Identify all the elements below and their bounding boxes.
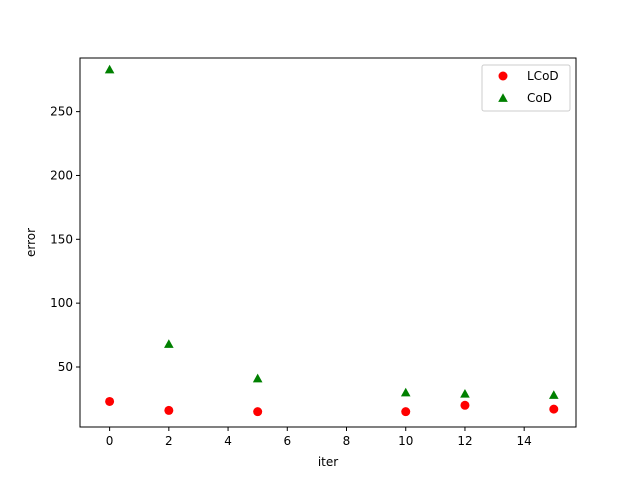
data-points	[104, 64, 559, 417]
plot-frame	[79, 57, 577, 428]
x-tick-label: 6	[283, 434, 291, 448]
x-tick-label: 10	[398, 434, 413, 448]
legend-label: LCoD	[527, 69, 559, 83]
legend-label: CoD	[527, 91, 552, 105]
data-point-cod	[104, 64, 115, 74]
data-point-lcod	[401, 407, 411, 417]
legend-marker	[498, 71, 508, 81]
data-point-cod	[400, 387, 411, 397]
x-axis: 0 2 4 6 8 10 12 14	[106, 427, 532, 448]
data-point-cod	[252, 373, 263, 383]
y-tick-label: 50	[58, 360, 73, 374]
y-tick-label: 200	[50, 168, 73, 182]
data-point-cod	[548, 390, 559, 399]
x-tick-label: 2	[165, 434, 173, 448]
x-tick-label: 0	[106, 434, 114, 448]
data-point-lcod	[105, 396, 115, 406]
y-tick-label: 100	[50, 296, 73, 310]
x-tick-label: 12	[457, 434, 472, 448]
data-point-cod	[460, 389, 470, 398]
data-point-lcod	[253, 407, 263, 417]
x-tick-label: 14	[517, 434, 532, 448]
y-tick-label: 150	[50, 232, 73, 246]
y-axis-label: error	[24, 228, 38, 257]
data-point-lcod	[460, 400, 470, 410]
x-tick-label: 8	[343, 434, 351, 448]
legend: LCoD CoD	[481, 64, 571, 112]
plot-area	[79, 57, 577, 428]
x-tick-label: 4	[224, 434, 232, 448]
data-point-lcod	[549, 404, 559, 414]
y-axis: 50 100 150 200 250	[50, 105, 80, 374]
x-axis-label: iter	[318, 455, 338, 469]
data-point-lcod	[164, 405, 174, 415]
y-tick-label: 250	[50, 105, 73, 119]
data-point-cod	[164, 339, 174, 348]
legend-marker	[498, 93, 508, 102]
